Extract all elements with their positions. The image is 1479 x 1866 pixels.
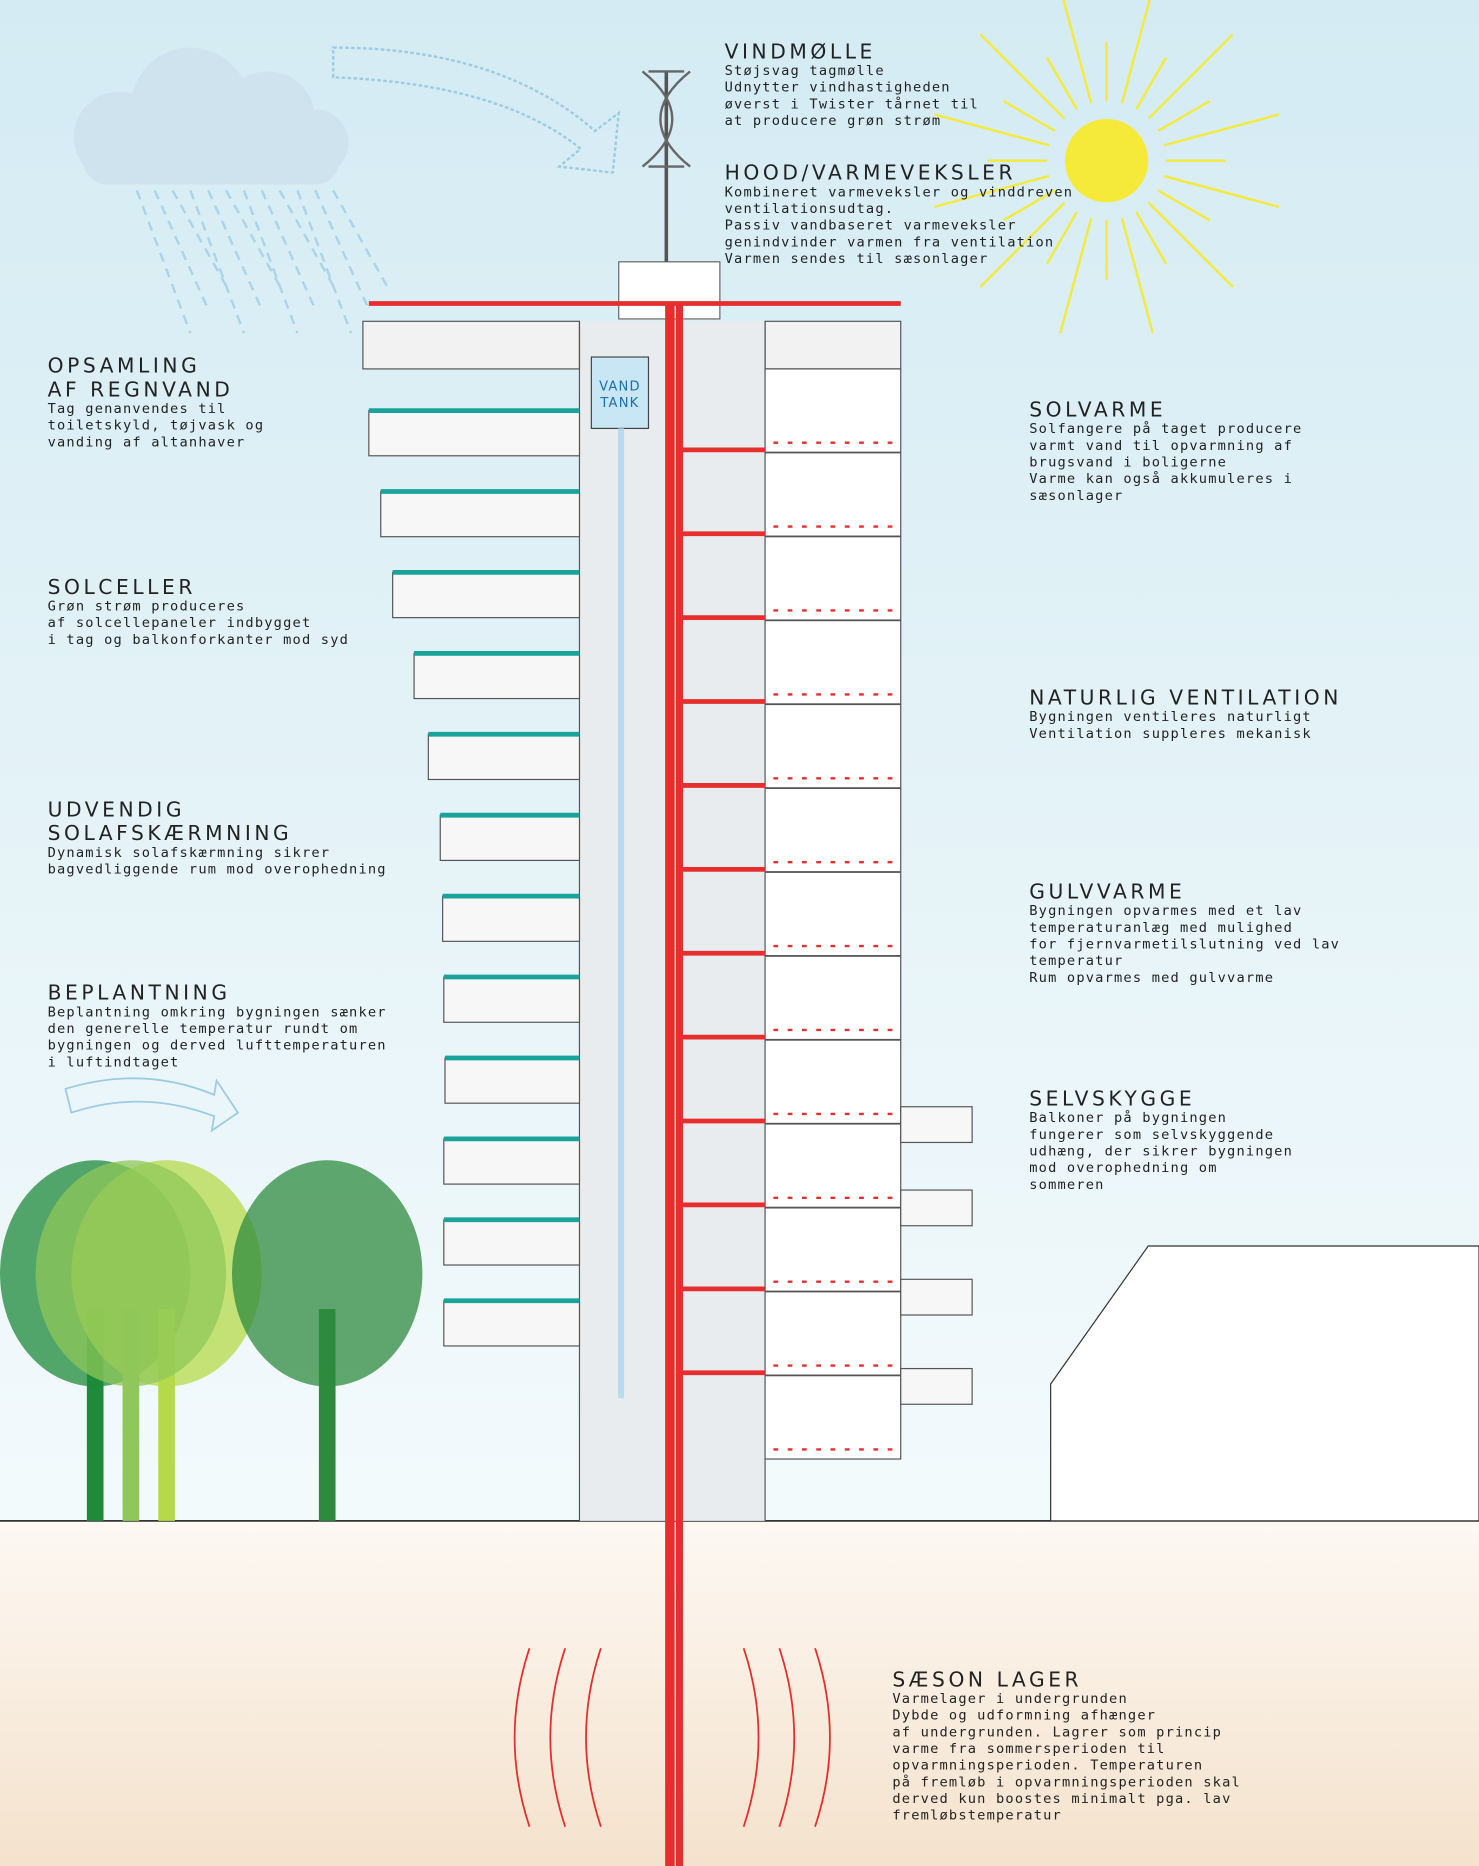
apartment (765, 872, 901, 955)
apartment (765, 788, 901, 871)
label-title: SÆSON LAGER (892, 1667, 1082, 1691)
apartment (765, 1040, 901, 1123)
label-title: HOOD/VARMEVEKSLER (725, 161, 1017, 185)
label-text: Varmelager i undergrunden (892, 1691, 1128, 1707)
label-text: bygningen og derved lufttemperaturen (48, 1038, 387, 1054)
main-pipe (665, 303, 675, 1866)
label-text: af undergrunden. Lagrer som princip (892, 1724, 1222, 1740)
apartment (765, 956, 901, 1039)
label-title: OPSAMLING (48, 353, 201, 377)
label-text: Beplantning omkring bygningen sænker (48, 1004, 387, 1020)
label-text: bagvedliggende rum mod overophedning (48, 861, 387, 877)
apartment (765, 1208, 901, 1291)
label-text: temperaturanlæg med mulighed (1029, 920, 1293, 936)
label-text: Varme kan også akkumuleres i (1029, 470, 1293, 487)
label-text: Kombineret varmeveksler og vinddreven (725, 184, 1074, 200)
balcony (369, 411, 580, 456)
label-text: Støjsvag tagmølle (725, 63, 885, 79)
label-text: Bygningen opvarmes med et lav (1029, 903, 1302, 919)
label-text: vanding af altanhaver (48, 434, 246, 450)
balcony (444, 1139, 580, 1184)
label-text: Grøn strøm produceres (48, 598, 246, 614)
label-title: SELVSKYGGE (1029, 1087, 1195, 1111)
apartment (765, 705, 901, 788)
label-title: BEPLANTNING (48, 981, 231, 1005)
page: {"labels":[ {"title":["VINDMØLLE"],"line… (0, 0, 1479, 1866)
label-text: varmt vand til opvarmning af (1029, 438, 1293, 454)
apartment (765, 369, 901, 452)
label-title: NATURLIG VENTILATION (1029, 686, 1342, 710)
south-balcony (901, 1279, 972, 1315)
tank-label: TANK (599, 396, 639, 411)
label-text: udhæng, der sikrer bygningen (1029, 1144, 1293, 1160)
roof-left (363, 321, 580, 369)
balcony (444, 1220, 580, 1265)
label-text: derved kun boostes minimalt pga. lav (892, 1791, 1231, 1807)
label-text: Bygningen ventileres naturligt (1029, 709, 1312, 725)
label-text: af solcellepaneler indbygget (48, 615, 312, 631)
label-text: øverst i Twister tårnet til (725, 95, 979, 112)
label-title: SOLVARME (1029, 398, 1166, 422)
label-title: AF REGNVAND (48, 377, 234, 401)
balcony (444, 977, 580, 1022)
label-text: i luftindtaget (48, 1054, 180, 1070)
apartment (765, 453, 901, 536)
label-text: toiletskyld, tøjvask og (48, 418, 265, 434)
tank-label: VAND (599, 379, 641, 394)
label-text: mod overophedning om (1029, 1160, 1217, 1176)
south-balcony (901, 1107, 972, 1143)
label-text: varme fra sommersperioden til (892, 1741, 1165, 1757)
crown (232, 1160, 422, 1386)
label-title: VINDMØLLE (725, 39, 876, 63)
diagram: VAND TANK VINDMØLLEStøjsvag tagmølleUdny… (0, 0, 1479, 1866)
south-balcony (901, 1369, 972, 1405)
crown (36, 1160, 226, 1386)
label-text: at producere grøn strøm (725, 113, 942, 129)
balcony (393, 572, 580, 617)
label-text: opvarmningsperioden. Temperaturen (892, 1758, 1203, 1774)
label-text: sæsonlager (1029, 488, 1123, 504)
return-pipe (676, 303, 683, 1866)
label-title: UDVENDIG (48, 797, 186, 821)
balcony (443, 896, 580, 941)
label-text: for fjernvarmetilslutning ved lav (1029, 936, 1340, 952)
label-text: Rum opvarmes med gulvvarme (1029, 970, 1274, 986)
label-text: sommeren (1029, 1177, 1104, 1193)
label-text: Passiv vandbaseret varmeveksler (725, 218, 1017, 234)
label-text: Dybde og udformning afhænger (892, 1708, 1156, 1724)
label-title: SOLAFSKÆRMNING (48, 821, 293, 845)
label-title: SOLCELLER (48, 575, 196, 599)
label-text: ventilationsudtag. (725, 201, 895, 217)
south-balcony (901, 1190, 972, 1226)
roof-right (765, 321, 901, 369)
ground (0, 1521, 1479, 1866)
label-text: Ventilation suppleres mekanisk (1029, 726, 1312, 742)
apartment (765, 1292, 901, 1375)
label-text: Udnytter vindhastigheden (725, 80, 951, 96)
label-text: brugsvand i boligerne (1029, 454, 1227, 470)
apartment (765, 1376, 901, 1459)
label-text: fremløbstemperatur (892, 1808, 1062, 1824)
apartment (765, 1124, 901, 1207)
balcony (444, 1301, 580, 1346)
apartment (765, 537, 901, 620)
balcony (445, 1058, 579, 1103)
label-text: Tag genanvendes til (48, 401, 227, 417)
balcony (428, 734, 579, 779)
label-title: GULVVARME (1029, 879, 1185, 903)
balcony (381, 491, 580, 536)
balcony (414, 653, 579, 698)
label-text: Balkoner på bygningen (1029, 1109, 1227, 1126)
label-text: i tag og balkonforkanter mod syd (48, 632, 349, 648)
label-text: temperatur (1029, 953, 1123, 969)
label-text: Dynamisk solafskærmning sikrer (48, 845, 331, 861)
label-text: Varmen sendes til sæsonlager (725, 251, 989, 267)
label-text: den generelle temperatur rundt om (48, 1021, 359, 1037)
label-text: fungerer som selvskyggende (1029, 1127, 1274, 1143)
label-text: genindvinder varmen fra ventilation (725, 234, 1055, 250)
balcony (440, 815, 579, 860)
apartment (765, 621, 901, 704)
label-text: på fremløb i opvarmningsperioden skal (892, 1773, 1241, 1790)
label-text: Solfangere på taget producere (1029, 420, 1302, 437)
